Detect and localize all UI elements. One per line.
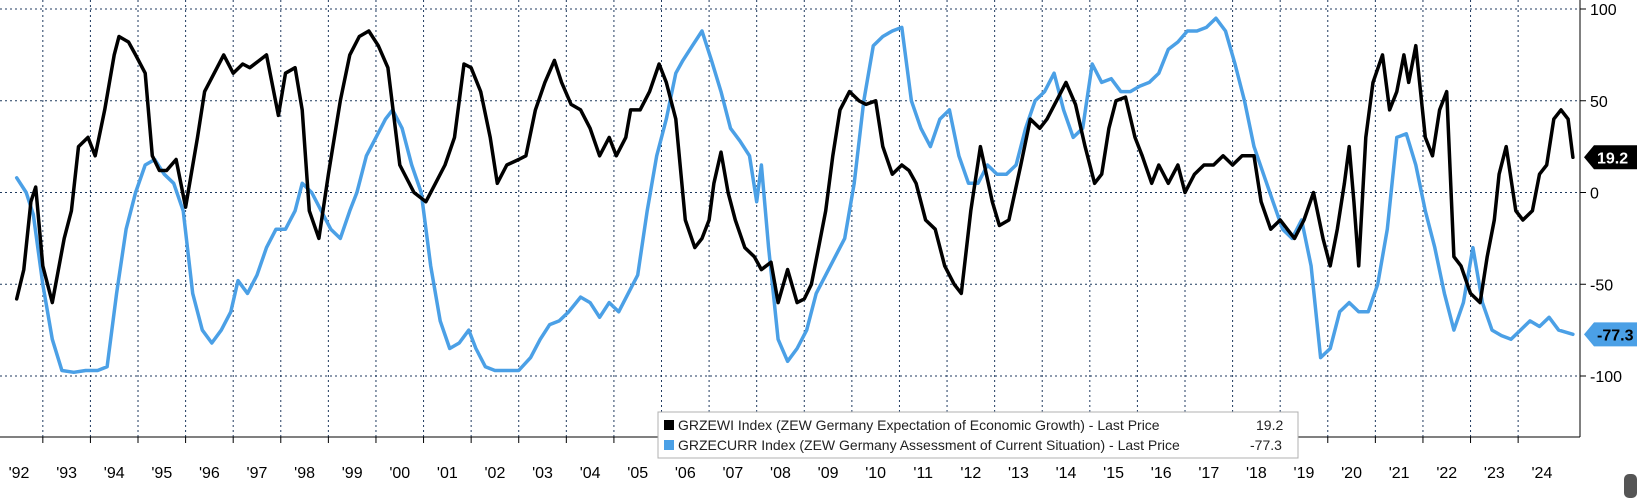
x-tick-label: '15 — [1103, 465, 1124, 482]
x-tick-label: '04 — [580, 465, 601, 482]
x-tick-label: '07 — [722, 465, 743, 482]
x-tick-label: '16 — [1151, 465, 1172, 482]
y-tick-label: -50 — [1590, 277, 1613, 294]
last-value-tag-box — [1584, 322, 1637, 347]
x-tick-label: '99 — [342, 465, 363, 482]
legend-value-grzewi: 19.2 — [1256, 417, 1283, 433]
last-value-tags: 19.2 -77.3 — [1584, 145, 1637, 347]
y-tick-label: 50 — [1590, 94, 1608, 111]
y-axis-tick-labels: 100 50 0 -50 -100 — [1590, 2, 1622, 386]
x-tick-label: '22 — [1436, 465, 1457, 482]
corner-widget-box[interactable] — [1624, 474, 1637, 498]
x-tick-label: '13 — [1008, 465, 1029, 482]
corner-widget[interactable] — [1624, 474, 1637, 498]
x-tick-label: '93 — [56, 465, 77, 482]
legend-value-grzecurr: -77.3 — [1250, 437, 1282, 453]
x-tick-label: '96 — [199, 465, 220, 482]
x-tick-label: '14 — [1056, 465, 1077, 482]
legend-box — [657, 411, 1299, 459]
x-tick-label: '03 — [532, 465, 553, 482]
x-tick-label: '02 — [485, 465, 506, 482]
last-value-tag-grzecurr: -77.3 — [1584, 322, 1637, 347]
legend-label-grzecurr: GRZECURR Index (ZEW Germany Assessment o… — [678, 437, 1180, 453]
x-tick-label: '21 — [1389, 465, 1410, 482]
y-tick-label: 0 — [1590, 186, 1599, 203]
x-tick-label: '05 — [627, 465, 648, 482]
last-value-tag-text: 19.2 — [1597, 150, 1628, 167]
last-value-tag-box — [1584, 145, 1637, 170]
series-layer — [14, 16, 1575, 375]
x-tick-label: '10 — [865, 465, 886, 482]
series-line-grzecurr — [14, 16, 1575, 375]
x-tick-label: '12 — [960, 465, 981, 482]
x-tick-label: '11 — [913, 465, 933, 482]
legend: GRZEWI Index (ZEW Germany Expectation of… — [657, 411, 1299, 459]
x-tick-label: '01 — [437, 465, 458, 482]
x-tick-label: '95 — [151, 465, 172, 482]
x-tick-label: '17 — [1198, 465, 1219, 482]
x-tick-label: '98 — [294, 465, 315, 482]
y-tick-label: -100 — [1590, 369, 1622, 386]
legend-label-grzewi: GRZEWI Index (ZEW Germany Expectation of… — [678, 417, 1160, 433]
y-tick-label: 100 — [1590, 2, 1617, 19]
last-value-tag-text: -77.3 — [1597, 327, 1634, 344]
x-tick-label: '09 — [818, 465, 839, 482]
series-line-grzewi — [14, 29, 1575, 305]
x-tick-label: '06 — [675, 465, 696, 482]
x-tick-label: '08 — [770, 465, 791, 482]
x-tick-label: '97 — [247, 465, 268, 482]
x-tick-label: '94 — [104, 465, 125, 482]
x-tick-label: '24 — [1531, 465, 1552, 482]
x-tick-label: '20 — [1341, 465, 1362, 482]
legend-swatch-grzecurr — [664, 440, 674, 450]
x-tick-label: '19 — [1294, 465, 1315, 482]
legend-swatch-grzewi — [664, 420, 674, 430]
x-tick-label: '18 — [1246, 465, 1267, 482]
last-value-tag-grzewi: 19.2 — [1584, 145, 1637, 170]
x-tick-label: '00 — [389, 465, 410, 482]
x-tick-label: '92 — [9, 465, 30, 482]
x-tick-label: '23 — [1484, 465, 1505, 482]
x-axis-tick-labels: '92 '93 '94 '95 '96 '97 '98 '99 '00 '01 '02 '03 '04 '… — [9, 465, 1553, 482]
